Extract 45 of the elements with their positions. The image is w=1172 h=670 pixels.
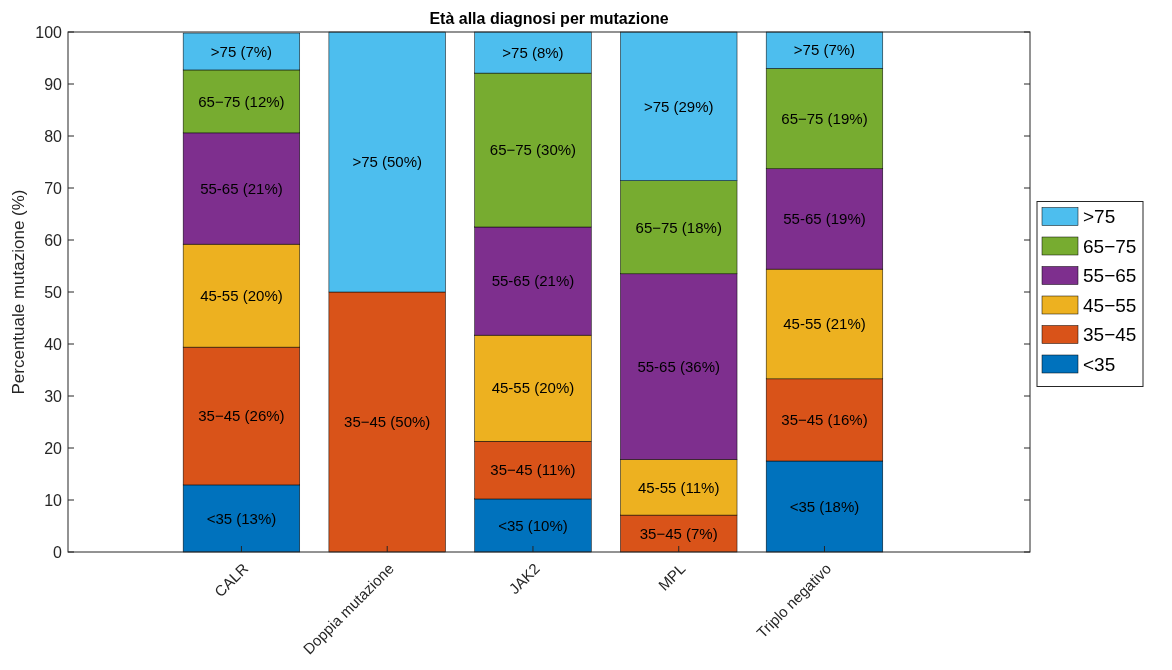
data-label: 65−75 (12%) <box>198 92 285 110</box>
legend-label: <35 <box>1083 353 1116 375</box>
y-tick-label: 90 <box>44 75 63 93</box>
data-label: 35−45 (7%) <box>639 524 718 542</box>
x-tick-label: MPL <box>654 559 689 594</box>
data-label: <35 (18%) <box>789 497 860 515</box>
data-label: >75 (7%) <box>210 42 273 60</box>
y-tick-label: 60 <box>44 231 63 249</box>
data-label: 55-65 (21%) <box>200 179 283 197</box>
y-tick-label: 70 <box>44 179 63 197</box>
legend-label: 35−45 <box>1083 324 1137 346</box>
data-label: 55-65 (19%) <box>783 210 866 228</box>
data-label: 45-55 (21%) <box>783 315 866 333</box>
data-label: <35 (10%) <box>498 516 568 534</box>
y-tick-label: 80 <box>44 127 63 145</box>
data-label: >75 (29%) <box>643 97 714 115</box>
data-label: >75 (8%) <box>502 43 564 61</box>
data-label: >75 (50%) <box>352 153 423 171</box>
data-label: 35−45 (16%) <box>781 411 868 429</box>
y-tick-label: 0 <box>53 543 63 561</box>
data-label: 45-55 (20%) <box>200 286 283 304</box>
y-tick-label: 30 <box>44 387 63 405</box>
data-label: 35−45 (26%) <box>198 407 285 425</box>
y-tick-label: 50 <box>44 283 63 301</box>
data-label: >75 (7%) <box>793 41 856 59</box>
data-label: 65−75 (18%) <box>635 218 722 236</box>
legend-label: 45−55 <box>1083 294 1137 316</box>
data-label: 65−75 (19%) <box>781 109 868 127</box>
y-tick-label: 100 <box>35 23 63 41</box>
data-label: 45-55 (20%) <box>491 379 575 397</box>
data-label: 35−45 (50%) <box>344 413 431 431</box>
y-tick-label: 10 <box>44 491 63 509</box>
y-tick-label: 40 <box>44 335 63 353</box>
legend-label: >75 <box>1083 206 1116 228</box>
chart-title: Età alla diagnosi per mutazione <box>429 10 669 27</box>
y-tick-label: 20 <box>44 439 63 457</box>
data-label: 55-65 (36%) <box>637 357 720 375</box>
y-axis-title: Percentuale mutazione (%) <box>9 189 28 395</box>
legend-label: 65−75 <box>1083 235 1137 257</box>
data-label: 35−45 (11%) <box>490 461 576 479</box>
data-label: <35 (13%) <box>206 509 277 527</box>
legend-label: 55−65 <box>1083 265 1137 287</box>
data-label: 55-65 (21%) <box>491 272 575 290</box>
data-label: 45-55 (11%) <box>638 478 720 496</box>
data-label: 65−75 (30%) <box>489 141 577 159</box>
